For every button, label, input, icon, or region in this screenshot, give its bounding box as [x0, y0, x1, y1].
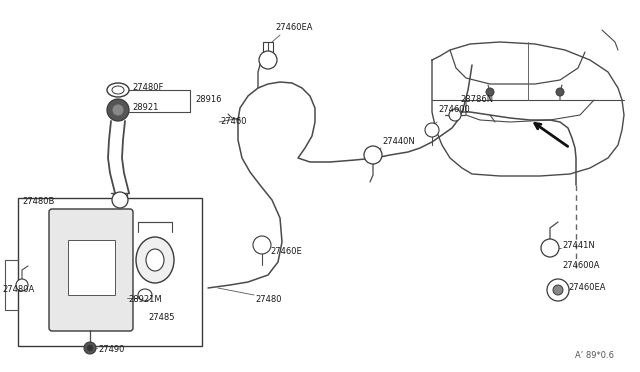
Text: 28916: 28916 — [195, 96, 221, 105]
Text: 27460EA: 27460EA — [275, 23, 312, 32]
Text: 27480: 27480 — [255, 295, 282, 305]
Circle shape — [556, 88, 564, 96]
Circle shape — [259, 51, 277, 69]
Circle shape — [253, 236, 271, 254]
Bar — [263, 42, 273, 54]
Ellipse shape — [138, 289, 152, 301]
Circle shape — [553, 285, 563, 295]
FancyBboxPatch shape — [49, 209, 133, 331]
Text: 27460: 27460 — [220, 118, 246, 126]
Text: 274600: 274600 — [438, 106, 470, 115]
Circle shape — [449, 109, 461, 121]
Ellipse shape — [136, 237, 174, 283]
Text: 27480A: 27480A — [2, 285, 35, 295]
Circle shape — [87, 345, 93, 351]
Ellipse shape — [107, 83, 129, 97]
Ellipse shape — [112, 86, 124, 94]
Circle shape — [541, 239, 559, 257]
Ellipse shape — [146, 249, 164, 271]
Circle shape — [425, 123, 439, 137]
Circle shape — [107, 99, 129, 121]
Text: 274600A: 274600A — [562, 260, 600, 269]
Circle shape — [547, 279, 569, 301]
Circle shape — [112, 104, 124, 116]
Text: 27485: 27485 — [148, 314, 175, 323]
Circle shape — [364, 146, 382, 164]
Circle shape — [84, 342, 96, 354]
Text: A’ 89*0.6: A’ 89*0.6 — [575, 350, 614, 359]
Text: 28921: 28921 — [132, 103, 158, 112]
Text: 27490: 27490 — [98, 346, 124, 355]
Circle shape — [486, 88, 494, 96]
Text: 27460EA: 27460EA — [568, 283, 605, 292]
Bar — [68, 240, 115, 295]
Bar — [18, 198, 202, 346]
Text: 27441N: 27441N — [562, 241, 595, 250]
Text: 27480B: 27480B — [22, 198, 54, 206]
Text: 27460E: 27460E — [270, 247, 301, 257]
Circle shape — [112, 192, 128, 208]
Text: 27480F: 27480F — [132, 83, 163, 92]
Circle shape — [16, 279, 28, 291]
Text: 28921M: 28921M — [128, 295, 162, 305]
Text: 27440N: 27440N — [382, 138, 415, 147]
Text: 28786N: 28786N — [460, 96, 493, 105]
